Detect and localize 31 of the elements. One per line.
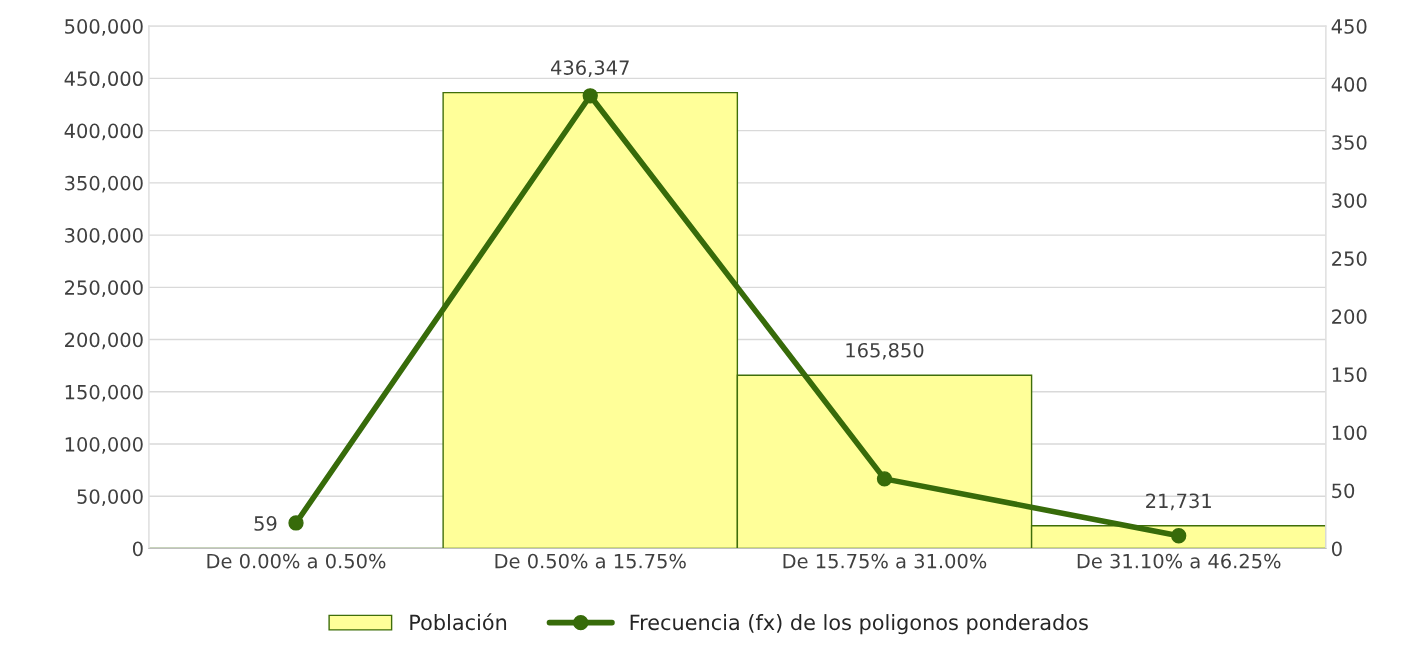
y2-tick-label: 350 [1332, 135, 1367, 150]
y2-tick-label: 50 [1332, 483, 1355, 499]
x-tick-label: De 15.75% a 31.00% [783, 553, 987, 569]
data-label: 436,347 [550, 60, 629, 77]
y-tick-label: 50,000 [77, 489, 143, 506]
y-tick-label: 400,000 [64, 123, 143, 141]
y-tick-label: 150,000 [65, 384, 143, 402]
x-tick-label: De 31.10% a 46.25% [1077, 553, 1281, 569]
y-tick-label: 200,000 [65, 332, 143, 350]
y2-tick-label: 250 [1332, 251, 1367, 266]
legend-label: Frecuencia (fx) de los poligonos ponderados [630, 614, 1088, 635]
y2-tick-label: 400 [1331, 77, 1367, 92]
y2-tick-label: 150 [1332, 367, 1367, 383]
x-tick-label: De 0.00% a 0.50% [207, 553, 386, 569]
y-tick-label: 300,000 [65, 228, 143, 245]
y-tick-label: 500,000 [65, 19, 143, 36]
y2-tick-label: 200 [1332, 309, 1367, 325]
y2-tick-label: 450 [1331, 19, 1367, 34]
data-label: 165,850 [846, 342, 924, 360]
y-tick-label: 250,000 [65, 280, 143, 297]
y2-tick-label: 100 [1332, 425, 1367, 441]
y2-tick-label: 0 [1331, 541, 1342, 557]
y2-tick-label: 300 [1332, 193, 1367, 208]
y-tick-label: 350,000 [65, 175, 143, 193]
data-label: 21,731 [1146, 493, 1211, 511]
legend-label: Población [410, 613, 507, 631]
x-tick-label: De 0.50% a 15.75% [495, 553, 686, 569]
y-tick-label: 100,000 [65, 437, 143, 454]
y-tick-label: 450,000 [64, 71, 143, 89]
data-label: 59 [254, 516, 277, 531]
y-tick-label: 0 [132, 541, 143, 557]
